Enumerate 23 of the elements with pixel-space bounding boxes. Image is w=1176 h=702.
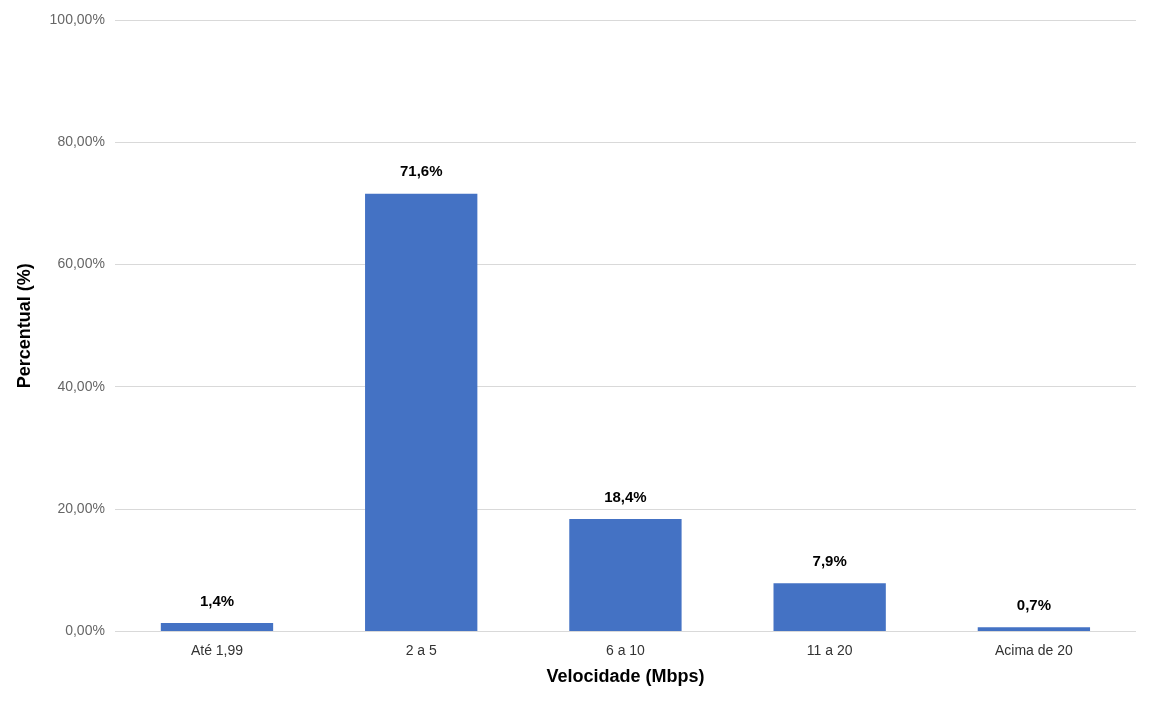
bar [773,583,886,632]
y-tick-label: 100,00% [49,10,105,27]
data-label: 1,4% [199,591,235,609]
data-label: 71,6% [399,162,443,180]
x-axis-title: Velocidade (Mbps) [546,666,705,687]
x-tick-label: 6 a 10 [605,641,646,658]
y-tick-label: 20,00% [57,500,105,517]
data-label: 7,9% [812,551,847,569]
y-tick-label: 0,00% [65,622,105,639]
x-tick-label: Acima de 20 [994,641,1074,658]
data-label: 0,7% [1016,595,1051,613]
x-tick-label: Até 1,99 [190,641,244,658]
x-tick-label: 11 a 20 [806,641,853,658]
bar [365,193,478,632]
bar [977,627,1091,632]
bar [160,623,274,632]
data-label: 18,4% [604,487,647,505]
y-axis-title: Percentual (%) [13,263,34,389]
x-tick-label: 2 a 5 [405,641,437,658]
bar [569,519,682,632]
y-tick-label: 40,00% [57,377,105,394]
y-tick-label: 80,00% [57,133,105,150]
y-tick-label: 60,00% [57,255,105,272]
